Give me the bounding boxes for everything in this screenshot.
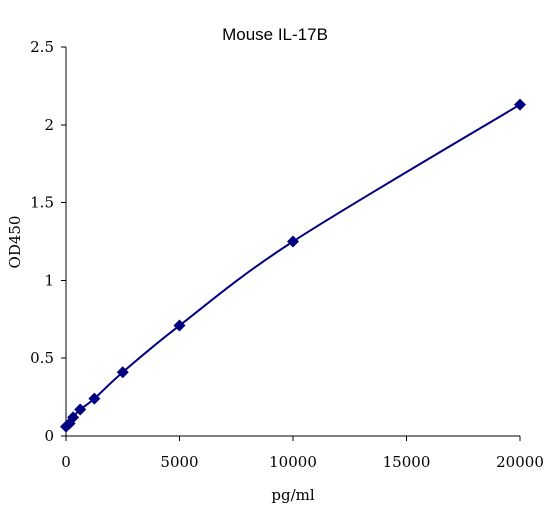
x-tick-label: 5000 xyxy=(160,453,198,471)
x-axis-ticks: 0 5000 10000 15000 20000 xyxy=(61,436,544,471)
data-point xyxy=(173,319,186,332)
y-tick-label: 0 xyxy=(44,427,54,445)
data-point xyxy=(116,366,129,379)
y-tick-label: 1 xyxy=(44,271,54,289)
x-tick-label: 10000 xyxy=(269,453,317,471)
y-tick-label: 1.5 xyxy=(30,194,54,212)
x-tick-label: 15000 xyxy=(383,453,431,471)
chart-title: Mouse IL-17B xyxy=(222,25,328,44)
data-point xyxy=(74,403,87,416)
y-axis-title: OD450 xyxy=(6,216,24,269)
x-tick-label: 20000 xyxy=(496,453,544,471)
x-tick-label: 0 xyxy=(61,453,71,471)
y-axis-ticks: 0 0.5 1 1.5 2 2.5 xyxy=(30,38,66,445)
y-tick-label: 2 xyxy=(44,116,54,134)
data-point xyxy=(88,392,101,405)
y-tick-label: 0.5 xyxy=(30,349,54,367)
data-points xyxy=(60,98,526,433)
data-point xyxy=(67,411,80,424)
x-axis-title: pg/ml xyxy=(271,486,314,504)
data-point xyxy=(514,98,526,111)
fit-curve xyxy=(65,103,521,428)
data-point xyxy=(287,235,299,248)
y-tick-label: 2.5 xyxy=(30,38,54,56)
